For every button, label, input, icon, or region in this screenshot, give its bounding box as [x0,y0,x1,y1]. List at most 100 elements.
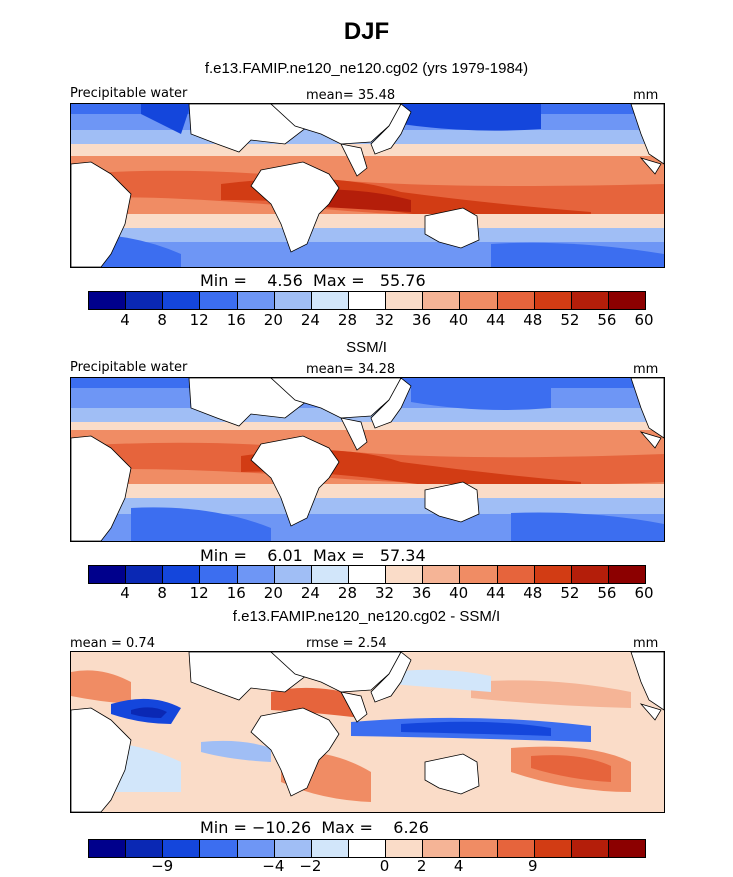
colorbar-swatch [571,566,609,583]
colorbar-swatch [534,566,572,583]
colorbar-swatch [274,292,312,309]
colorbar-swatch [608,566,646,583]
colorbar-tick-label: 56 [597,311,617,329]
colorbar-tick-label: −2 [299,857,322,875]
panel-model-mean: mean= 35.48 [306,88,396,103]
colorbar-swatch [126,566,164,583]
colorbar-swatch [460,566,498,583]
colorbar-swatch [386,566,424,583]
colorbar-model-ticks: 4 8 12 16 20 24 28 32 36 40 44 48 52 56 60 [88,311,653,329]
map-model-field [71,104,664,267]
colorbar-tick-label: 12 [189,311,209,329]
colorbar-tick-label: 32 [374,311,395,329]
colorbar-tick-label: 24 [300,584,320,602]
panel-obs-field-label: Precipitable water [70,360,188,375]
colorbar-tick-label: 56 [597,584,617,602]
colorbar-tick-label: 48 [523,311,543,329]
colorbar-swatch [608,840,646,857]
colorbar-swatch [163,292,201,309]
colorbar-swatch [386,840,424,857]
colorbar-swatch [274,566,312,583]
colorbar-tick-label: 60 [634,584,654,602]
colorbar-tick-label: 4 [120,584,130,602]
colorbar-tick-label: 52 [560,311,580,329]
colorbar-obs-ticks: 4 8 12 16 20 24 28 32 36 40 44 48 52 56 60 [88,584,653,602]
colorbar-swatch [460,292,498,309]
colorbar-diff-ticks: −9 −4 −2 0 2 4 9 [88,857,644,875]
colorbar-swatch [571,840,609,857]
colorbar-diff [88,839,646,858]
panel-diff-subtitle: f.e13.FAMIP.ne120_ne120.cg02 - SSM/I [232,608,501,625]
colorbar-swatch [571,292,609,309]
colorbar-tick-label: 4 [120,311,130,329]
colorbar-model [88,291,646,310]
colorbar-tick-label: 20 [263,584,283,602]
colorbar-swatch [237,292,275,309]
colorbar-swatch [89,292,127,309]
colorbar-tick-label: 16 [226,311,246,329]
colorbar-tick-label: 52 [560,584,580,602]
colorbar-swatch [126,840,164,857]
colorbar-swatch [423,292,461,309]
colorbar-swatch [126,292,164,309]
colorbar-tick-label: 32 [374,584,395,602]
colorbar-tick-label: 4 [453,857,464,875]
colorbar-swatch [423,566,461,583]
colorbar-swatch [497,840,535,857]
map-obs-field [71,378,664,541]
panel-diff-units: mm [633,636,659,651]
colorbar-tick-label: 44 [486,584,506,602]
colorbar-tick-label: 24 [300,311,320,329]
panel-obs-subtitle: SSM/I [346,339,387,356]
colorbar-swatch [89,840,127,857]
panel-model-subtitle: f.e13.FAMIP.ne120_ne120.cg02 (yrs 1979-1… [204,60,529,77]
colorbar-tick-label: 28 [337,584,357,602]
colorbar-tick-label: 40 [449,584,469,602]
colorbar-swatch [348,566,387,583]
colorbar-swatch [163,840,201,857]
colorbar-tick-label: 8 [157,311,167,329]
panel-model-map [70,103,665,268]
colorbar-tick-label: 60 [634,311,654,329]
colorbar-tick-label: −4 [262,857,285,875]
colorbar-tick-label: 48 [523,584,543,602]
panel-obs-mean: mean= 34.28 [306,362,396,377]
colorbar-tick-label: 44 [486,311,506,329]
colorbar-swatch [534,292,572,309]
colorbar-tick-label: 40 [449,311,469,329]
colorbar-swatch [534,840,572,857]
colorbar-swatch [608,292,646,309]
panel-obs-minmax: Min = 6.01 Max = 57.34 [200,546,426,565]
colorbar-tick-label: −9 [151,857,174,875]
colorbar-tick-label: 8 [157,584,167,602]
colorbar-swatch [311,840,349,857]
panel-diff-map [70,651,665,813]
colorbar-tick-label: 36 [412,311,432,329]
colorbar-swatch [274,840,312,857]
panel-obs-units: mm [633,362,659,377]
panel-obs-map [70,377,665,542]
colorbar-swatch [386,292,424,309]
colorbar-swatch [497,292,535,309]
colorbar-swatch [237,840,275,857]
colorbar-tick-label: 0 [379,857,390,875]
panel-model-field-label: Precipitable water [70,86,188,101]
colorbar-swatch [348,840,387,857]
colorbar-swatch [200,840,238,857]
colorbar-tick-label: 36 [412,584,432,602]
colorbar-swatch [200,292,238,309]
colorbar-tick-label: 9 [528,857,538,875]
plot-title: DJF [343,18,390,45]
colorbar-tick-label: 28 [337,311,357,329]
colorbar-swatch [423,840,461,857]
panel-model-minmax: Min = 4.56 Max = 55.76 [200,271,426,290]
panel-diff-minmax: Min = −10.26 Max = 6.26 [200,818,429,837]
colorbar-obs [88,565,646,584]
colorbar-swatch [200,566,238,583]
map-diff-field [71,652,664,812]
panel-diff-mean: mean = 0.74 [70,636,155,651]
colorbar-swatch [497,566,535,583]
colorbar-swatch [89,566,127,583]
colorbar-tick-label: 12 [189,584,209,602]
colorbar-swatch [163,566,201,583]
